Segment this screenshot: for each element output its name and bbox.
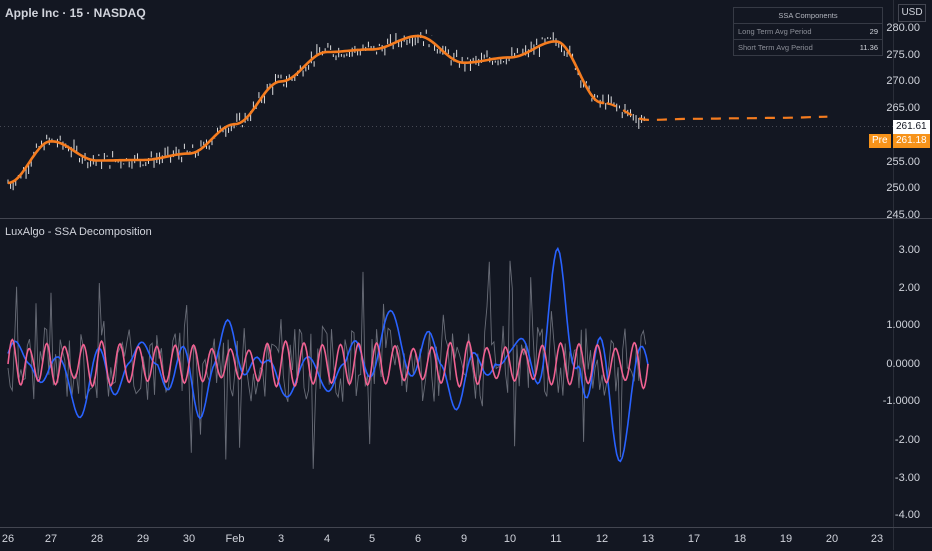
pre-market-tag: Pre (869, 134, 891, 148)
pre-market-price-badge: 261.18 (893, 134, 930, 148)
time-label: 9 (460, 533, 468, 545)
time-label: 17 (687, 533, 701, 545)
time-label: 6 (414, 533, 422, 545)
indicator-tick: -4.00 (894, 509, 920, 521)
ssa-residual-line (7, 260, 647, 469)
time-label: 27 (44, 533, 58, 545)
time-label: 20 (825, 533, 839, 545)
ssa-components-table: SSA Components Long Term Avg Period 29 S… (733, 7, 883, 56)
time-label: 12 (595, 533, 609, 545)
indicator-tick: 2.00 (898, 282, 920, 294)
time-label: 30 (182, 533, 196, 545)
price-tick: 275.00 (886, 49, 920, 61)
indicator-tick: 1.0000 (886, 319, 920, 331)
time-label: 18 (733, 533, 747, 545)
last-price-badge: 261.61 (893, 120, 930, 134)
time-axis[interactable]: 26 27 28 29 30 Feb 3 4 5 6 9 10 11 12 13… (0, 527, 932, 551)
ssa-table-title: SSA Components (734, 8, 882, 24)
time-label: Feb (225, 533, 245, 545)
price-scale-border (893, 0, 894, 550)
price-tick: 280.00 (886, 22, 920, 34)
ssa-long-component-line (7, 246, 649, 463)
price-tick: 255.00 (886, 156, 920, 168)
time-label: 26 (1, 533, 15, 545)
indicator-tick: -2.00 (894, 434, 920, 446)
time-label: 28 (90, 533, 104, 545)
ssa-row-value: 29 (869, 27, 878, 36)
price-tick: 270.00 (886, 75, 920, 87)
time-label: 11 (550, 533, 562, 545)
time-label: 4 (323, 533, 331, 545)
pane-separator[interactable] (0, 218, 932, 219)
ssa-row-long: Long Term Avg Period 29 (734, 24, 882, 40)
symbol-title[interactable]: Apple Inc · 15 · NASDAQ (5, 6, 146, 20)
time-label: 10 (503, 533, 517, 545)
ssa-trend-line (7, 34, 605, 185)
price-tick: 265.00 (886, 102, 920, 114)
time-label: 5 (368, 533, 376, 545)
price-chart[interactable] (0, 0, 893, 218)
ssa-row-label: Long Term Avg Period (738, 27, 812, 36)
indicator-chart[interactable] (0, 219, 893, 527)
indicator-tick: 0.0000 (886, 358, 920, 370)
ssa-row-label: Short Term Avg Period (738, 43, 813, 52)
indicator-tick: -1.0000 (882, 395, 920, 407)
time-label: 3 (277, 533, 285, 545)
indicator-tick: 3.00 (898, 244, 920, 256)
time-label: 23 (870, 533, 884, 545)
time-label: 29 (136, 533, 150, 545)
currency-button[interactable]: USD (898, 4, 926, 22)
price-pane[interactable]: Apple Inc · 15 · NASDAQ SSA Components L… (0, 0, 932, 221)
ssa-trend-projection (606, 102, 828, 121)
time-label: 19 (779, 533, 793, 545)
ssa-row-short: Short Term Avg Period 11.36 (734, 40, 882, 55)
ssa-row-value: 11.36 (859, 43, 878, 52)
ssa-short-component-line (7, 338, 649, 390)
indicator-tick: -3.00 (894, 472, 920, 484)
indicator-pane[interactable]: LuxAlgo - SSA Decomposition 3.00 2.00 1.… (0, 219, 932, 527)
time-label: 13 (641, 533, 655, 545)
price-tick: 250.00 (886, 182, 920, 194)
indicator-title[interactable]: LuxAlgo - SSA Decomposition (5, 226, 152, 238)
